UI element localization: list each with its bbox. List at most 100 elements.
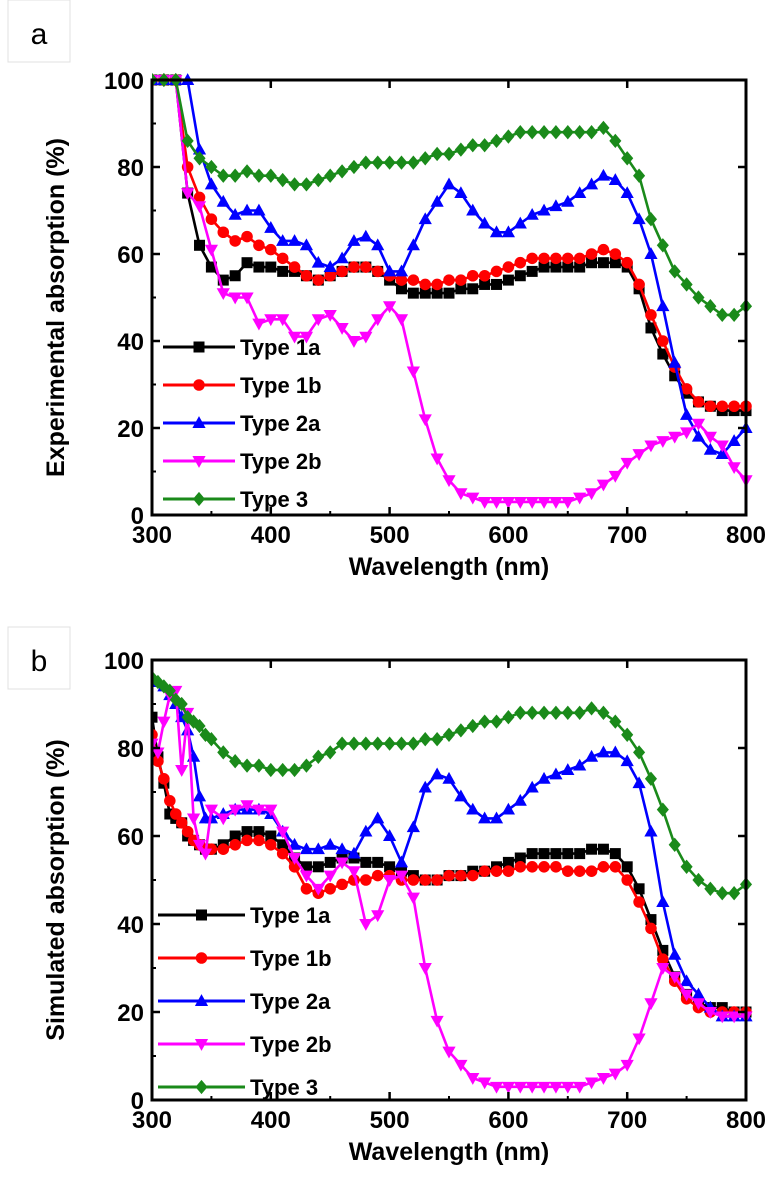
data-point (454, 488, 468, 501)
data-point (324, 745, 337, 760)
data-point (644, 212, 658, 227)
data-point (407, 874, 420, 886)
x-tick-label: 800 (726, 1107, 766, 1134)
data-point (561, 194, 575, 207)
data-point (501, 497, 515, 509)
data-point (632, 449, 646, 461)
data-point (336, 265, 348, 278)
data-point (192, 201, 207, 214)
data-point (240, 292, 254, 305)
data-point (609, 861, 622, 873)
data-point (502, 129, 515, 144)
data-point (502, 261, 515, 273)
data-point (668, 971, 682, 984)
data-point (454, 186, 468, 199)
data-point (609, 714, 622, 729)
legend-label: Type 1b (250, 946, 332, 971)
data-point (727, 462, 741, 475)
data-point (175, 817, 188, 829)
data-point (169, 808, 182, 820)
data-point (703, 431, 717, 444)
y-tick-label: 80 (117, 736, 144, 763)
legend-label: Type 1b (240, 373, 322, 398)
data-point (216, 813, 230, 826)
data-point (644, 247, 658, 259)
legend-label: Type 2a (240, 411, 321, 436)
data-point (371, 869, 384, 882)
data-point (562, 261, 574, 273)
data-point (586, 843, 598, 855)
data-point (632, 212, 646, 225)
data-point (489, 811, 504, 824)
data-point (217, 226, 230, 239)
data-point (597, 120, 610, 135)
data-point (585, 865, 598, 877)
data-point (454, 142, 467, 157)
data-point (597, 705, 610, 720)
data-point (336, 164, 349, 179)
data-point (597, 257, 609, 269)
data-point (288, 261, 301, 273)
data-point (645, 922, 657, 935)
data-point (526, 252, 538, 265)
data-point (728, 400, 740, 413)
data-point (561, 705, 574, 720)
data-point (264, 804, 278, 817)
legend-item: Type 2a (158, 989, 331, 1014)
legend-marker (193, 379, 205, 391)
data-point (186, 813, 201, 826)
data-point (549, 199, 563, 212)
data-point (703, 1007, 717, 1019)
data-point (240, 800, 254, 813)
data-point (526, 125, 539, 140)
data-point (608, 173, 622, 185)
x-tick-label: 700 (607, 1107, 647, 1134)
data-point (562, 865, 574, 877)
y-tick-label: 0 (131, 503, 144, 530)
y-tick-label: 100 (104, 648, 144, 675)
data-point (561, 763, 575, 775)
data-point (253, 834, 265, 847)
series-type-1b (152, 74, 752, 413)
data-point (359, 919, 373, 931)
data-point (359, 155, 372, 170)
data-point (252, 758, 265, 773)
data-point (418, 414, 432, 427)
data-point (217, 274, 229, 286)
data-point (335, 251, 349, 264)
data-point (513, 1081, 527, 1094)
data-point (715, 447, 729, 460)
data-point (430, 194, 444, 207)
data-point (383, 875, 397, 887)
data-point (644, 824, 658, 837)
data-point (680, 989, 694, 1002)
data-point (668, 431, 682, 444)
data-point (538, 861, 550, 873)
data-point (371, 910, 385, 923)
x-axis-label: Wavelength (nm) (349, 1138, 549, 1166)
data-point (240, 203, 254, 216)
data-point (561, 1081, 575, 1094)
data-point (394, 264, 409, 277)
data-point (312, 172, 325, 188)
data-point (502, 274, 514, 286)
data-point (348, 261, 360, 273)
data-point (632, 1033, 646, 1046)
data-point (287, 837, 302, 850)
data-point (455, 274, 467, 286)
data-point (158, 773, 170, 785)
data-point (383, 301, 397, 314)
legend: Type 1a Type 1b Type 2a Type 2b Type 3 (158, 903, 332, 1100)
data-point (668, 355, 682, 368)
data-point (620, 1059, 634, 1072)
data-point (491, 278, 503, 290)
y-tick-label: 40 (117, 329, 144, 356)
legend-marker (192, 416, 206, 428)
x-tick-label: 400 (251, 1107, 291, 1134)
data-point (490, 133, 503, 149)
data-point (633, 896, 645, 908)
data-point (537, 125, 551, 140)
data-point (264, 762, 277, 778)
data-point (490, 865, 503, 877)
data-point (633, 745, 646, 760)
